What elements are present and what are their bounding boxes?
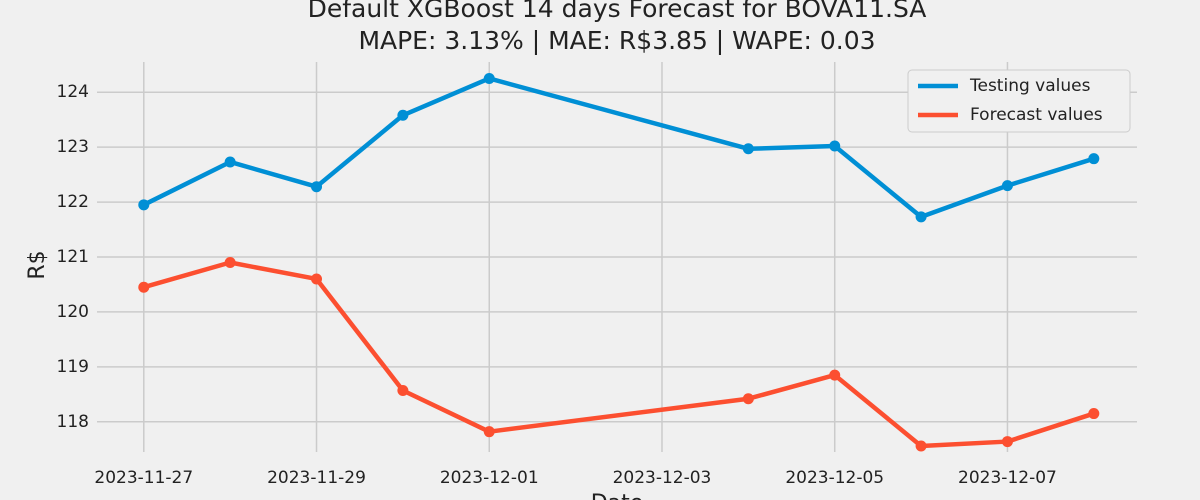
- data-point: [829, 140, 841, 152]
- x-tick-label: 2023-12-07: [958, 468, 1057, 488]
- data-point: [138, 199, 150, 211]
- data-point: [311, 181, 323, 193]
- x-tick-label: 2023-11-29: [267, 468, 366, 488]
- data-point: [1001, 180, 1013, 192]
- data-point: [483, 426, 495, 438]
- y-tick-label: 122: [57, 192, 89, 212]
- data-point: [829, 369, 841, 381]
- data-point: [138, 281, 150, 293]
- x-tick-label: 2023-11-27: [94, 468, 193, 488]
- data-point: [742, 143, 754, 155]
- legend: Testing values Forecast values: [907, 69, 1131, 133]
- data-point: [224, 256, 236, 268]
- x-tick-label: 2023-12-03: [613, 468, 712, 488]
- x-axis-label: Date: [591, 491, 644, 500]
- data-point: [915, 211, 927, 223]
- x-tick-label: 2023-12-05: [785, 468, 884, 488]
- y-tick-label: 119: [57, 357, 89, 377]
- data-point: [311, 273, 323, 285]
- y-tick-label: 123: [57, 137, 89, 157]
- data-point: [1088, 408, 1100, 420]
- data-point: [915, 440, 927, 452]
- y-tick-label: 121: [57, 247, 89, 267]
- data-point: [483, 72, 495, 84]
- chart-title: Default XGBoost 14 days Forecast for BOV…: [308, 0, 927, 23]
- data-point: [742, 393, 754, 405]
- data-point: [224, 156, 236, 168]
- chart-subtitle: MAPE: 3.13% | MAE: R$3.85 | WAPE: 0.03: [358, 26, 875, 55]
- y-tick-label: 120: [57, 302, 89, 322]
- series-line: [143, 260, 1095, 449]
- legend-label: Testing values: [969, 76, 1091, 96]
- y-tick-label: 124: [57, 82, 89, 102]
- series-line: [142, 76, 1095, 220]
- y-axis-label: R$: [25, 250, 50, 279]
- data-point: [397, 109, 409, 121]
- x-tick-label: 2023-12-01: [440, 468, 539, 488]
- legend-box: [907, 69, 1131, 133]
- data-point: [1001, 436, 1013, 448]
- legend-label: Forecast values: [970, 105, 1103, 125]
- y-tick-label: 118: [57, 412, 89, 432]
- data-point: [1088, 153, 1100, 165]
- data-point: [397, 384, 409, 396]
